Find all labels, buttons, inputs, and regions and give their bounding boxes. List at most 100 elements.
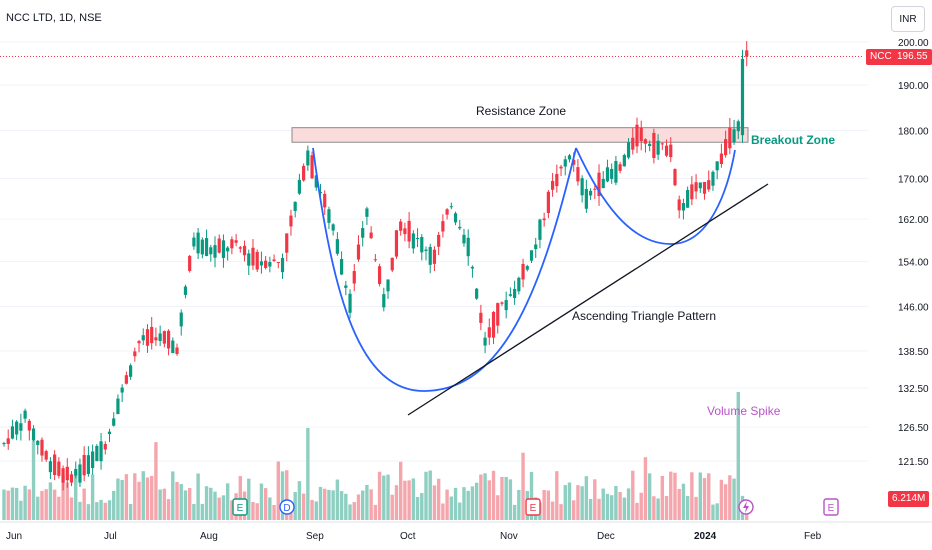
candle-body [318, 192, 323, 194]
candle-body [648, 143, 652, 147]
y-tick-label: 126.50 [898, 423, 929, 434]
candle-body [534, 244, 538, 250]
volume-bar [656, 498, 660, 520]
volume-bar [69, 497, 74, 520]
candle-body [458, 226, 462, 229]
x-tick-label: Feb [804, 531, 822, 542]
candle-body [95, 445, 99, 461]
volume-bar [200, 503, 205, 520]
candle-body [567, 155, 572, 160]
volume-bar [230, 500, 234, 520]
volume-bar [647, 473, 652, 520]
price-axis[interactable]: 200.00 190.00 180.00 170.00 162.00 154.00 146.… [898, 38, 929, 468]
candle-body [382, 294, 386, 308]
candle-body [631, 137, 635, 150]
candle-body [445, 209, 449, 215]
x-tick-label: Jul [104, 531, 117, 542]
volume-bar [428, 470, 432, 520]
volume-bar [128, 503, 133, 520]
candle-body [99, 441, 103, 462]
volume-bar [618, 491, 622, 520]
triangle-pattern-label: Ascending Triangle Pattern [572, 309, 716, 323]
volume-bar [369, 489, 373, 520]
candle-body [112, 418, 116, 426]
candle-body [702, 182, 707, 194]
candle-body [19, 423, 23, 431]
candle-body [107, 431, 112, 435]
candle-body [40, 439, 44, 456]
candle-body [496, 303, 500, 326]
volume-bar [458, 502, 462, 520]
candle-body [204, 238, 209, 256]
volume-bar [483, 473, 487, 520]
volume-bar [150, 475, 154, 520]
volume-bar [361, 490, 365, 520]
candle-body [53, 454, 57, 476]
breakout-zone-label: Breakout Zone [751, 133, 835, 147]
volume-bar [445, 489, 449, 520]
volume-bar [631, 470, 635, 520]
volume-bar [124, 474, 129, 520]
volume-badge: 6.214M [888, 491, 930, 507]
candle-body [272, 259, 276, 261]
candle-body [137, 341, 141, 344]
candle-body [538, 219, 542, 240]
candle-body [529, 250, 534, 261]
candle-body [491, 312, 496, 338]
volume-bar [436, 478, 441, 520]
volume-bar [550, 501, 555, 520]
candle-body [297, 179, 301, 194]
candle-body [513, 288, 517, 299]
candle-body [217, 238, 221, 253]
candle-body [424, 249, 428, 251]
volume-bar [398, 461, 403, 520]
candle-body [664, 145, 669, 156]
candle-body [736, 121, 740, 132]
earnings-icon[interactable]: E [232, 498, 248, 516]
currency-button[interactable]: INR [891, 6, 925, 32]
volume-bar [736, 392, 740, 520]
volume-bar [154, 442, 158, 520]
dividend-icon[interactable]: D [279, 499, 295, 515]
y-tick-label: 170.00 [898, 175, 929, 186]
volume-bar [555, 471, 559, 520]
volume-bars [2, 392, 749, 520]
candle-body [310, 155, 314, 179]
candle-body [681, 203, 686, 211]
candle-body [441, 221, 445, 232]
volume-bar [251, 501, 255, 520]
earnings-icon[interactable]: E [823, 498, 839, 516]
volume-bar [327, 489, 331, 520]
candle-body [306, 150, 310, 166]
handle-curve [575, 147, 736, 245]
candle-body [352, 271, 356, 284]
volume-bar [95, 502, 99, 520]
x-tick-label: Oct [400, 531, 416, 542]
candle-body [673, 169, 677, 186]
candle-body [449, 206, 453, 208]
candle-body [622, 155, 626, 167]
candle-body [145, 329, 150, 346]
volume-bar [453, 487, 458, 520]
volume-bar [238, 476, 243, 520]
candle-body [356, 244, 361, 260]
volume-bar [563, 485, 567, 520]
volume-bar [23, 485, 27, 520]
volume-bar [48, 482, 53, 520]
volume-bar [432, 485, 437, 520]
volume-bar [652, 496, 656, 520]
candle-body [572, 159, 576, 165]
time-axis[interactable]: Jun Jul Aug Sep Oct Nov Dec 2024 Feb [0, 521, 932, 542]
candle-body [124, 375, 128, 384]
volume-spike-label: Volume Spike [707, 404, 781, 418]
volume-bar [673, 472, 677, 520]
split-icon[interactable] [738, 499, 754, 515]
volume-bar [10, 487, 15, 520]
volume-bar [504, 476, 508, 520]
volume-bar [183, 490, 188, 520]
candle-body [289, 215, 293, 227]
volume-bar [217, 497, 221, 520]
earnings-icon[interactable]: E [525, 498, 541, 516]
candle-body [251, 247, 255, 266]
